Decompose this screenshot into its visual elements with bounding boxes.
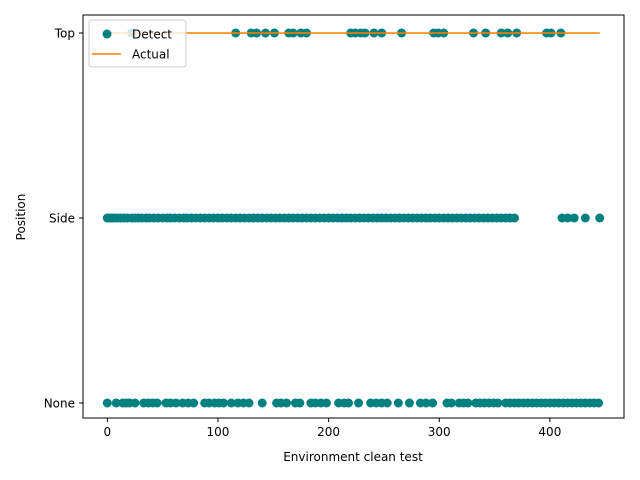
detect-point [382,398,392,408]
axes-frame [82,14,625,419]
detect-point [244,398,254,408]
detect-point [111,398,121,408]
detect-point [130,398,140,408]
detect-point [428,398,438,408]
x-tick-label: 100 [207,425,230,439]
x-axis-label: Environment clean test [283,450,423,464]
detect-point [446,398,456,408]
detect-point [295,398,305,408]
detect-point [354,398,363,408]
y-axis-ticks: None Side Top [44,27,83,411]
legend-detect-label: Detect [132,28,172,42]
detect-point [393,398,403,408]
detect-point [257,398,267,408]
detect-point [421,398,431,408]
detect-point [102,398,112,408]
detect-point [595,213,605,223]
detect-point [594,398,604,408]
detect-point [321,398,331,408]
series-layer [102,28,605,408]
detect-point [563,213,573,223]
plot-area [82,14,625,419]
detect-point [580,213,590,223]
detect-point [152,398,162,408]
detect-point [344,398,353,408]
detect-point [463,398,473,408]
detect-point [189,398,199,408]
x-tick-label: 400 [538,425,561,439]
legend-box [88,19,187,68]
detect-point [282,398,292,408]
x-tick-label: 0 [104,425,112,439]
detect-point [404,398,414,408]
detect-point [171,398,181,408]
detect-point [569,213,579,223]
y-tick-label: None [44,397,75,411]
x-axis-ticks: 0 100 200 300 400 [104,418,561,439]
detect-point [226,398,236,408]
detect-point [493,398,503,408]
detect-point [510,213,519,223]
y-tick-label: Side [49,212,75,226]
y-tick-label: Top [54,27,75,41]
y-axis-label: Position [14,194,28,241]
legend-actual-label: Actual [132,48,170,62]
detect-point [219,398,228,408]
x-tick-label: 300 [428,425,451,439]
legend-detect-marker [102,29,112,39]
legend: Detect Actual [88,19,187,68]
x-tick-label: 200 [317,425,340,439]
